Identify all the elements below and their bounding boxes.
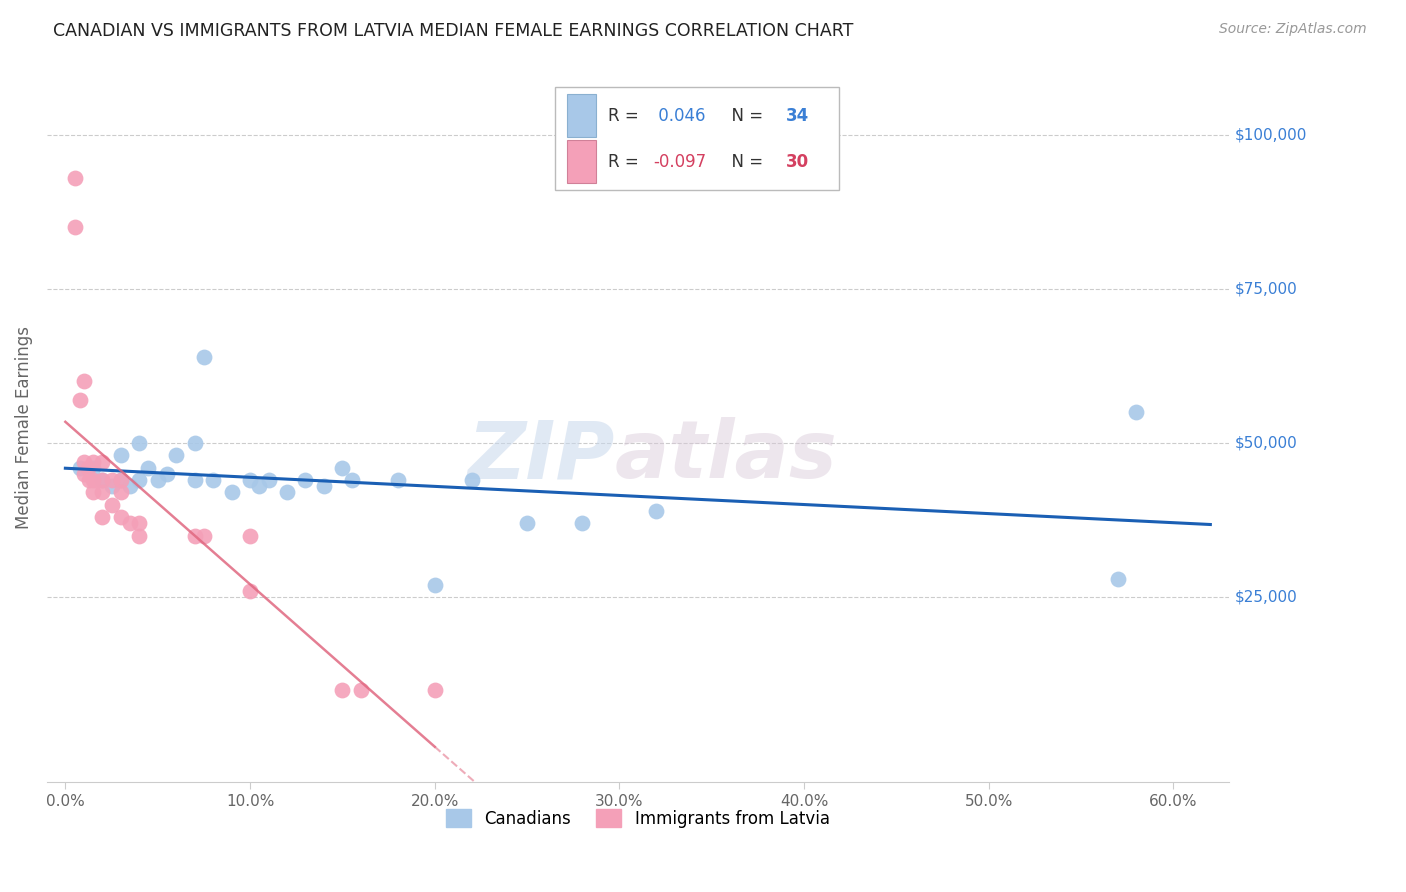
Point: [239, 473, 262, 487]
Point: [82, 460, 104, 475]
Point: [645, 504, 668, 518]
Point: [91, 485, 114, 500]
Point: [110, 485, 132, 500]
Point: [110, 449, 132, 463]
Point: [63, 170, 86, 185]
Point: [1107, 572, 1129, 586]
Text: $75,000: $75,000: [1234, 281, 1298, 296]
Text: R =: R =: [609, 153, 644, 170]
Point: [193, 350, 215, 364]
Point: [91, 473, 114, 487]
Point: [110, 510, 132, 524]
Point: [423, 578, 446, 592]
Point: [193, 528, 215, 542]
Text: N =: N =: [721, 106, 768, 125]
Point: [516, 516, 538, 531]
Point: [73, 375, 96, 389]
Point: [156, 467, 179, 481]
Point: [91, 473, 114, 487]
Point: [423, 682, 446, 697]
Point: [165, 449, 187, 463]
Text: ZIP: ZIP: [467, 417, 614, 495]
Point: [91, 510, 114, 524]
Point: [91, 454, 114, 468]
Text: $25,000: $25,000: [1234, 590, 1298, 605]
Text: 0.046: 0.046: [654, 106, 706, 125]
Point: [146, 473, 169, 487]
Point: [332, 460, 354, 475]
Point: [128, 436, 150, 450]
FancyBboxPatch shape: [555, 87, 839, 190]
Point: [202, 473, 225, 487]
Point: [257, 473, 280, 487]
Point: [110, 473, 132, 487]
Point: [128, 516, 150, 531]
Point: [73, 454, 96, 468]
Point: [110, 473, 132, 487]
Point: [118, 479, 141, 493]
Point: [312, 479, 335, 493]
Y-axis label: Median Female Earnings: Median Female Earnings: [15, 326, 32, 529]
FancyBboxPatch shape: [567, 140, 596, 183]
Point: [183, 436, 205, 450]
Point: [387, 473, 409, 487]
Text: 30: 30: [786, 153, 808, 170]
Text: R =: R =: [609, 106, 644, 125]
Point: [82, 485, 104, 500]
Text: $50,000: $50,000: [1234, 435, 1298, 450]
Text: Source: ZipAtlas.com: Source: ZipAtlas.com: [1219, 22, 1367, 37]
Text: CANADIAN VS IMMIGRANTS FROM LATVIA MEDIAN FEMALE EARNINGS CORRELATION CHART: CANADIAN VS IMMIGRANTS FROM LATVIA MEDIA…: [53, 22, 853, 40]
Point: [118, 516, 141, 531]
Point: [100, 479, 122, 493]
Point: [69, 460, 91, 475]
Point: [82, 473, 104, 487]
Text: -0.097: -0.097: [654, 153, 706, 170]
FancyBboxPatch shape: [567, 95, 596, 136]
Point: [332, 682, 354, 697]
Point: [79, 473, 101, 487]
Point: [183, 528, 205, 542]
Point: [239, 528, 262, 542]
Point: [138, 460, 160, 475]
Text: 34: 34: [786, 106, 808, 125]
Text: N =: N =: [721, 153, 768, 170]
Point: [1125, 405, 1147, 419]
Point: [82, 454, 104, 468]
Point: [63, 220, 86, 235]
Point: [69, 392, 91, 407]
Point: [76, 460, 98, 475]
Text: atlas: atlas: [614, 417, 837, 495]
Point: [239, 584, 262, 599]
Point: [247, 479, 270, 493]
Point: [100, 498, 122, 512]
Point: [100, 473, 122, 487]
Point: [294, 473, 316, 487]
Point: [571, 516, 593, 531]
Point: [340, 473, 363, 487]
Point: [221, 485, 243, 500]
Point: [128, 473, 150, 487]
Point: [183, 473, 205, 487]
Point: [276, 485, 298, 500]
Point: [350, 682, 373, 697]
Point: [128, 528, 150, 542]
Point: [460, 473, 482, 487]
Text: $100,000: $100,000: [1234, 128, 1308, 142]
Point: [73, 467, 96, 481]
Legend: Canadians, Immigrants from Latvia: Canadians, Immigrants from Latvia: [440, 803, 837, 834]
